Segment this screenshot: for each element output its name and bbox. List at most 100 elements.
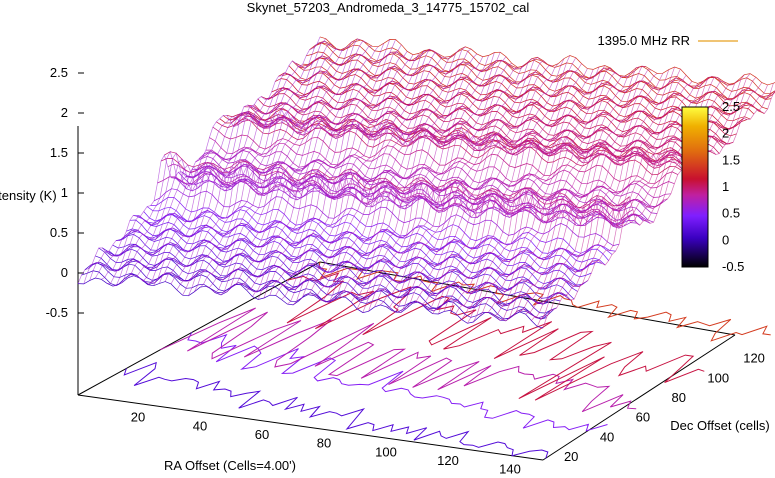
mesh-line bbox=[199, 52, 443, 288]
mesh-line bbox=[164, 51, 408, 282]
colorbar-gradient bbox=[681, 106, 709, 268]
x-tick-label: 100 bbox=[375, 444, 397, 459]
mesh-line bbox=[118, 38, 361, 285]
mesh-line bbox=[298, 56, 542, 302]
mesh-line bbox=[461, 80, 704, 320]
mesh-line bbox=[205, 56, 449, 289]
chart-title: Skynet_57203_Andromeda_3_14775_15702_cal bbox=[247, 0, 530, 15]
y-tick-label: 20 bbox=[564, 449, 578, 464]
z-tick-label: 1 bbox=[61, 185, 68, 200]
mesh-line bbox=[316, 63, 559, 302]
mesh-line bbox=[182, 50, 425, 296]
legend-label: 1395.0 MHz RR bbox=[598, 33, 690, 48]
mesh-line bbox=[287, 61, 530, 305]
y-tick-label: 40 bbox=[600, 429, 614, 444]
mesh-line bbox=[281, 66, 524, 300]
colorbar-tick-label: 2 bbox=[722, 126, 729, 141]
mesh-line bbox=[391, 71, 635, 313]
x-tick-label: 60 bbox=[255, 427, 269, 442]
z-tick-label: 2.5 bbox=[50, 65, 68, 80]
base-edge-back bbox=[319, 261, 736, 336]
colorbar-tick-label: 2.5 bbox=[722, 99, 740, 114]
mesh-line bbox=[112, 41, 355, 287]
contours bbox=[123, 261, 771, 459]
y-tick-label: 120 bbox=[743, 351, 765, 366]
mesh-line bbox=[135, 46, 379, 282]
mesh-line bbox=[247, 104, 713, 163]
mesh-line bbox=[467, 77, 710, 324]
colorbar-tick-label: 1.5 bbox=[722, 152, 740, 167]
z-tick-label: 1.5 bbox=[50, 145, 68, 160]
mesh-line bbox=[455, 83, 699, 314]
mesh-line bbox=[188, 49, 431, 296]
mesh-line bbox=[386, 75, 629, 308]
mesh-line bbox=[472, 76, 716, 323]
x-tick-label: 120 bbox=[437, 453, 459, 468]
mesh-line bbox=[368, 67, 611, 312]
z-axis: -0.5 0 0.5 1 1.5 2 2.5 Intensity (K) bbox=[0, 65, 84, 395]
contour-line bbox=[187, 332, 608, 432]
z-tick-label: 0 bbox=[61, 265, 68, 280]
mesh-line bbox=[409, 69, 652, 305]
legend: 1395.0 MHz RR bbox=[598, 33, 738, 48]
mesh-line bbox=[449, 78, 693, 311]
y-tick-label: 100 bbox=[707, 370, 729, 385]
mesh-line bbox=[159, 44, 402, 284]
mesh-line bbox=[310, 65, 553, 296]
mesh-line bbox=[89, 40, 332, 281]
mesh-line bbox=[292, 58, 536, 306]
x-tick-label: 80 bbox=[317, 436, 331, 451]
surface-mesh bbox=[77, 36, 775, 329]
z-axis-label: Intensity (K) bbox=[0, 188, 57, 203]
mesh-line bbox=[397, 66, 640, 313]
mesh-line bbox=[176, 53, 420, 291]
mesh-line bbox=[257, 52, 501, 300]
mesh-line bbox=[193, 48, 437, 292]
y-tick-label: 60 bbox=[636, 410, 650, 425]
base-edge-right bbox=[542, 334, 736, 461]
mesh-line bbox=[304, 60, 547, 296]
y-axis-label: Dec Offset (cells) bbox=[670, 418, 769, 433]
mesh-line bbox=[170, 54, 414, 285]
colorbar: 2.5 2 1.5 1 0.5 0 -0.5 bbox=[681, 99, 744, 274]
colorbar-tick-label: 0 bbox=[722, 232, 729, 247]
x-tick-label: 20 bbox=[131, 410, 145, 425]
mesh-line bbox=[536, 90, 775, 327]
mesh-line bbox=[374, 67, 617, 308]
x-axis-ticks: 20 40 60 80 100 120 140 bbox=[131, 410, 521, 477]
contour-line bbox=[123, 361, 549, 459]
mesh-line bbox=[83, 38, 327, 285]
z-tick-label: 0.5 bbox=[50, 225, 68, 240]
mesh-line bbox=[108, 243, 575, 300]
base-box bbox=[77, 261, 736, 461]
contour-line bbox=[160, 307, 637, 413]
mesh-line bbox=[443, 74, 687, 312]
mesh-line bbox=[531, 83, 774, 321]
mesh-line bbox=[513, 77, 757, 315]
mesh-line bbox=[350, 69, 594, 303]
x-tick-label: 40 bbox=[193, 418, 207, 433]
mesh-line bbox=[252, 52, 495, 297]
mesh-line bbox=[478, 76, 722, 318]
colorbar-tick-label: 0.5 bbox=[722, 206, 740, 221]
mesh-line bbox=[217, 49, 460, 296]
z-tick-label: 2 bbox=[61, 105, 68, 120]
mesh-line bbox=[525, 84, 768, 319]
mesh-line bbox=[269, 59, 512, 296]
base-edge-left bbox=[77, 261, 321, 396]
mesh-line bbox=[356, 66, 600, 309]
y-tick-label: 80 bbox=[672, 390, 686, 405]
mesh-line bbox=[77, 36, 321, 284]
mesh-line bbox=[362, 65, 606, 313]
mesh-line bbox=[107, 46, 350, 284]
mesh-line bbox=[263, 56, 507, 299]
mesh-line bbox=[211, 54, 454, 294]
mesh-line bbox=[275, 64, 518, 296]
z-tick-label: -0.5 bbox=[46, 305, 68, 320]
mesh-line bbox=[542, 90, 775, 329]
x-axis-label: RA Offset (Cells=4.00') bbox=[164, 458, 296, 473]
mesh-line bbox=[124, 40, 367, 280]
mesh-line bbox=[101, 48, 344, 280]
